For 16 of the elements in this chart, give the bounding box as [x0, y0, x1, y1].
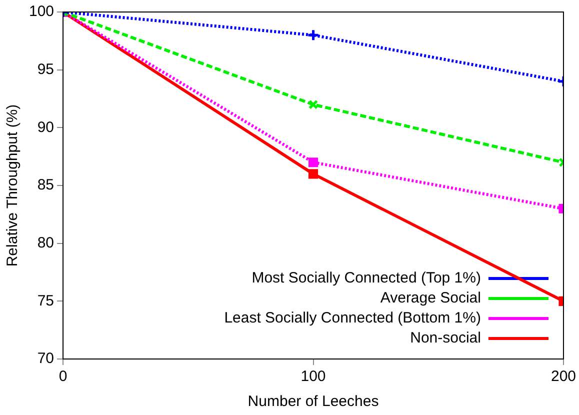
x-tick-label: 0 — [58, 368, 68, 386]
y-tick-label: 100 — [28, 3, 54, 20]
y-tick-label: 90 — [37, 118, 54, 136]
legend-label: Non-social — [410, 330, 481, 347]
x-tick-label: 200 — [550, 368, 576, 386]
y-tick-label: 95 — [37, 60, 54, 78]
x-axis-title: Number of Leeches — [248, 393, 379, 410]
y-tick-label: 85 — [37, 176, 54, 194]
y-tick-label: 75 — [37, 292, 54, 310]
y-tick-label: 70 — [37, 350, 54, 368]
legend-label: Average Social — [380, 290, 481, 307]
x-tick-label: 100 — [300, 368, 326, 386]
legend-label: Least Socially Connected (Bottom 1%) — [224, 310, 481, 327]
y-tick-label: 80 — [37, 234, 54, 252]
y-axis-title: Relative Throughput (%) — [4, 104, 22, 267]
legend-label: Most Socially Connected (Top 1%) — [252, 270, 481, 287]
